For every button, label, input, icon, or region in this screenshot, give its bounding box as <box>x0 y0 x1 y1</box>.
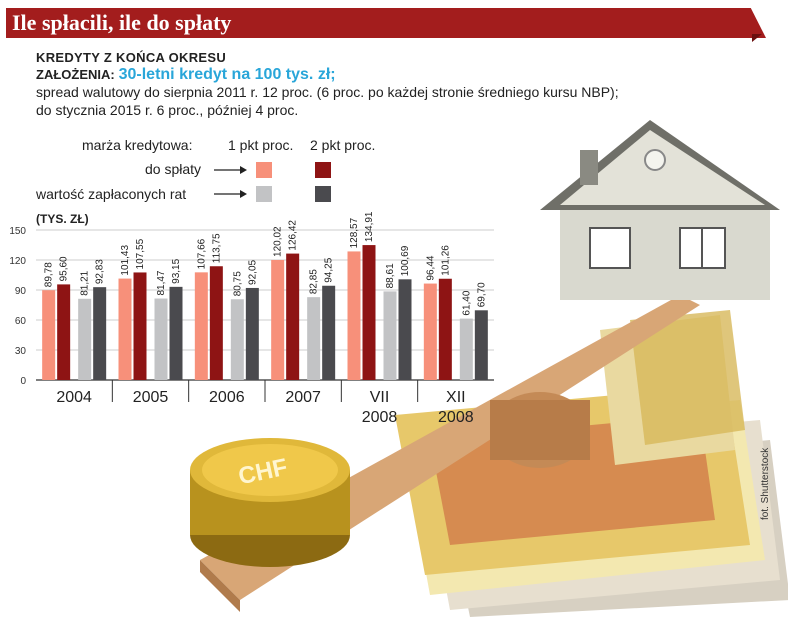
bar <box>474 310 488 380</box>
bar <box>271 259 285 380</box>
legend-margin-label: marża kredytowa: <box>82 137 193 153</box>
bar <box>133 272 147 380</box>
data-label: 113,75 <box>211 233 222 263</box>
y-axis-label: (TYS. ZŁ) <box>36 212 89 226</box>
assumptions-line2: spread walutowy do sierpnia 2011 r. 12 p… <box>36 84 619 100</box>
arrow-right-icon <box>214 190 247 198</box>
bar <box>347 251 361 380</box>
data-label: 92,83 <box>95 259 106 284</box>
x-tick-label: 2008 <box>362 409 398 426</box>
assumptions-highlight: 30-letni kredyt na 100 tys. zł; <box>118 66 336 83</box>
chf-coins-illustration: CHF <box>190 438 350 567</box>
data-label: 81,47 <box>156 270 167 295</box>
data-label: 61,40 <box>461 290 472 315</box>
legend-swatch-due-1 <box>256 162 272 178</box>
data-label: 100,69 <box>400 245 411 276</box>
legend-row-due: do spłaty <box>145 161 202 177</box>
bar <box>42 290 56 380</box>
data-label: 92,05 <box>247 259 258 284</box>
data-label: 81,21 <box>80 270 91 295</box>
assumptions-line3: do stycznia 2015 r. 6 proc., później 4 p… <box>36 102 299 118</box>
data-label: 82,85 <box>309 269 320 294</box>
data-label: 120,02 <box>273 226 284 257</box>
data-label: 89,78 <box>44 262 55 287</box>
data-label: 101,26 <box>440 245 451 276</box>
bar <box>398 279 412 380</box>
y-tick-label: 150 <box>9 226 26 237</box>
bar <box>118 278 132 380</box>
arrow-right-icon <box>214 166 247 174</box>
bar <box>245 287 259 380</box>
bar <box>78 298 92 380</box>
bar <box>209 266 223 380</box>
x-tick-label: XII <box>446 389 466 406</box>
page-title: Ile spłacili, ile do spłaty <box>12 10 232 35</box>
title-banner <box>6 8 766 38</box>
assumptions: ZAŁOŻENIA: 30-letni kredyt na 100 tys. z… <box>36 66 336 84</box>
bar <box>169 286 183 380</box>
legend-col1: 1 pkt proc. <box>228 137 294 153</box>
legend-swatch-paid-1 <box>256 186 272 202</box>
x-tick-label: 2004 <box>56 389 92 406</box>
bar <box>459 318 473 380</box>
bar <box>57 284 71 380</box>
data-label: 93,15 <box>171 258 182 283</box>
bar <box>438 278 452 380</box>
y-tick-label: 60 <box>15 316 27 327</box>
legend-row-paid: wartość zapłaconych rat <box>36 186 187 202</box>
bar <box>286 253 300 380</box>
x-tick-label: 2007 <box>285 389 321 406</box>
house-illustration <box>540 120 780 300</box>
legend-col2: 2 pkt proc. <box>310 137 376 153</box>
data-label: 69,70 <box>476 282 487 307</box>
bar-chart: (TYS. ZŁ) 0 30 60 90 120 150 89,78 95,60 81,21 92,… <box>9 211 494 426</box>
bar <box>307 297 321 380</box>
bar <box>230 299 244 380</box>
data-label: 95,60 <box>59 256 70 281</box>
data-label: 94,25 <box>324 257 335 282</box>
data-label: 101,43 <box>120 245 131 276</box>
x-tick-label: 2006 <box>209 389 245 406</box>
legend-swatch-due-2 <box>315 162 331 178</box>
bar <box>93 287 107 380</box>
bar <box>322 285 336 380</box>
bar <box>194 272 208 380</box>
y-tick-label: 30 <box>15 346 27 357</box>
bar <box>154 298 168 380</box>
bar <box>383 291 397 380</box>
data-label: 88,61 <box>385 263 396 288</box>
data-label: 134,91 <box>364 211 375 242</box>
y-tick-label: 0 <box>20 376 26 387</box>
x-tick-label: VII <box>370 389 390 406</box>
data-label: 107,55 <box>135 238 146 269</box>
bar <box>423 283 437 380</box>
y-tick-label: 90 <box>15 286 27 297</box>
data-label: 107,66 <box>196 238 207 269</box>
x-tick-label: 2005 <box>133 389 169 406</box>
y-tick-label: 120 <box>9 256 26 267</box>
x-tick-label: 2008 <box>438 409 474 426</box>
assumptions-label: ZAŁOŻENIA: <box>36 67 115 82</box>
banner-fold <box>752 34 762 42</box>
photo-credit: fot. Shutterstock <box>760 447 771 520</box>
data-label: 96,44 <box>425 255 436 280</box>
data-label: 126,42 <box>288 220 299 251</box>
legend-arrows <box>214 166 247 198</box>
legend-swatch-paid-2 <box>315 186 331 202</box>
data-label: 80,75 <box>232 271 243 296</box>
bar <box>362 245 376 380</box>
data-label: 128,57 <box>349 217 360 248</box>
subtitle: KREDYTY Z KOŃCA OKRESU <box>36 50 227 65</box>
